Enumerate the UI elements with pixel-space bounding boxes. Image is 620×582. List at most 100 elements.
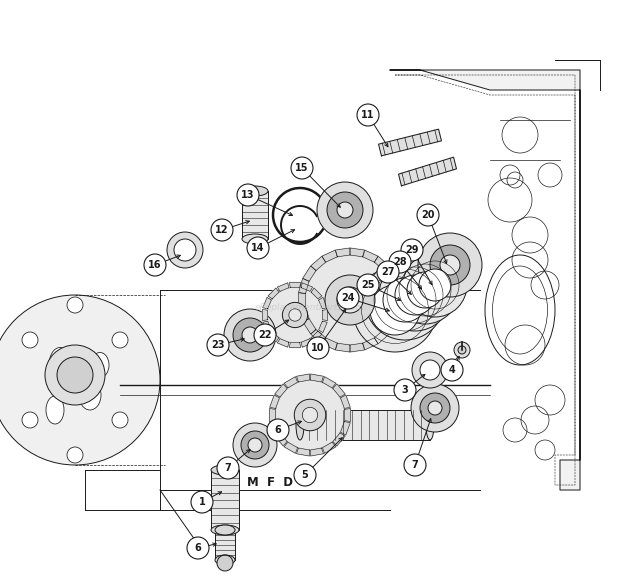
- Circle shape: [412, 352, 448, 388]
- Circle shape: [305, 255, 395, 345]
- Polygon shape: [394, 293, 402, 307]
- Polygon shape: [275, 433, 287, 446]
- Circle shape: [428, 401, 442, 415]
- Circle shape: [233, 423, 277, 467]
- Polygon shape: [340, 395, 350, 409]
- Polygon shape: [322, 377, 336, 388]
- Ellipse shape: [242, 234, 268, 244]
- Circle shape: [420, 393, 450, 423]
- Text: M  F  D: M F D: [247, 477, 293, 489]
- Circle shape: [383, 278, 427, 322]
- Polygon shape: [322, 442, 336, 453]
- Polygon shape: [311, 329, 326, 343]
- Circle shape: [67, 297, 83, 313]
- Polygon shape: [391, 307, 401, 321]
- Circle shape: [317, 182, 373, 238]
- Text: 20: 20: [421, 210, 435, 220]
- Polygon shape: [303, 266, 316, 281]
- Circle shape: [207, 334, 229, 356]
- Bar: [242, 191, 268, 239]
- Text: 23: 23: [211, 340, 224, 350]
- Polygon shape: [391, 279, 401, 293]
- Polygon shape: [333, 384, 345, 397]
- Polygon shape: [311, 331, 322, 342]
- Circle shape: [22, 332, 38, 348]
- Circle shape: [325, 275, 375, 325]
- Circle shape: [330, 280, 370, 320]
- Polygon shape: [340, 421, 350, 435]
- Circle shape: [458, 346, 466, 354]
- Circle shape: [454, 342, 470, 358]
- Circle shape: [340, 290, 360, 310]
- Circle shape: [112, 332, 128, 348]
- Circle shape: [289, 309, 301, 321]
- Circle shape: [404, 454, 426, 476]
- Polygon shape: [277, 339, 289, 347]
- Circle shape: [394, 379, 416, 401]
- Circle shape: [291, 157, 313, 179]
- Circle shape: [377, 261, 399, 283]
- Bar: [215, 530, 235, 560]
- Circle shape: [237, 184, 259, 206]
- Circle shape: [294, 464, 316, 486]
- Polygon shape: [263, 321, 272, 332]
- Polygon shape: [335, 343, 350, 352]
- Polygon shape: [363, 250, 378, 262]
- Polygon shape: [311, 256, 326, 271]
- Circle shape: [57, 357, 93, 393]
- Circle shape: [430, 245, 470, 285]
- Polygon shape: [296, 448, 309, 456]
- Text: 7: 7: [412, 460, 418, 470]
- Text: 11: 11: [361, 110, 374, 120]
- Circle shape: [267, 287, 323, 343]
- Text: eReplacementParts.com: eReplacementParts.com: [255, 303, 365, 313]
- Ellipse shape: [91, 353, 109, 378]
- Circle shape: [217, 555, 233, 571]
- Text: 25: 25: [361, 280, 374, 290]
- Circle shape: [211, 219, 233, 241]
- Text: 16: 16: [148, 260, 162, 270]
- Text: 22: 22: [259, 330, 272, 340]
- Circle shape: [419, 269, 451, 301]
- Circle shape: [401, 239, 423, 261]
- Polygon shape: [335, 248, 350, 257]
- Polygon shape: [298, 293, 306, 307]
- Polygon shape: [296, 374, 309, 382]
- Circle shape: [391, 256, 459, 324]
- Text: 7: 7: [224, 463, 231, 473]
- Circle shape: [241, 431, 269, 459]
- Ellipse shape: [211, 525, 239, 535]
- Circle shape: [357, 104, 379, 126]
- Polygon shape: [301, 339, 312, 347]
- Circle shape: [395, 275, 435, 315]
- Polygon shape: [270, 395, 280, 409]
- Polygon shape: [263, 297, 272, 309]
- Circle shape: [217, 457, 239, 479]
- Circle shape: [67, 447, 83, 463]
- Circle shape: [167, 232, 203, 268]
- Text: 4: 4: [449, 365, 455, 375]
- Circle shape: [407, 272, 443, 308]
- Ellipse shape: [215, 525, 235, 535]
- Polygon shape: [333, 433, 345, 446]
- Circle shape: [144, 254, 166, 276]
- Polygon shape: [270, 421, 280, 435]
- Circle shape: [420, 360, 440, 380]
- Circle shape: [248, 438, 262, 452]
- Ellipse shape: [49, 347, 71, 382]
- Circle shape: [353, 268, 437, 352]
- Ellipse shape: [46, 396, 64, 424]
- Circle shape: [267, 419, 289, 441]
- Circle shape: [337, 287, 363, 313]
- Polygon shape: [322, 310, 327, 321]
- Polygon shape: [268, 331, 279, 342]
- Circle shape: [370, 285, 420, 335]
- Ellipse shape: [426, 410, 434, 440]
- Polygon shape: [311, 288, 322, 299]
- Circle shape: [45, 345, 105, 405]
- Circle shape: [365, 260, 445, 340]
- Ellipse shape: [79, 380, 101, 410]
- Circle shape: [112, 412, 128, 428]
- Polygon shape: [270, 409, 275, 421]
- Circle shape: [379, 259, 451, 331]
